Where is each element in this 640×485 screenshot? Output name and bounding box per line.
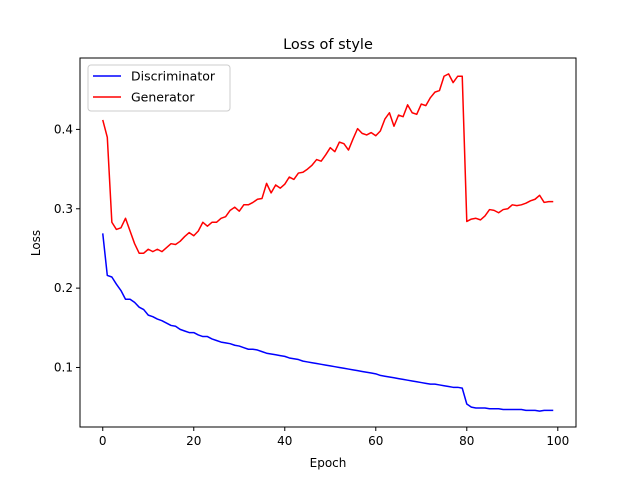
x-tick-label: 40 [277, 434, 292, 448]
x-axis-label: Epoch [310, 456, 347, 470]
y-tick-label: 0.4 [54, 122, 73, 136]
legend-box [87, 64, 231, 112]
y-axis-label: Loss [29, 230, 43, 256]
legend-label-generator: Generator [131, 90, 195, 105]
series-line-generator [102, 73, 554, 254]
legend: Discriminator Generator [87, 64, 231, 112]
x-tick-label: 0 [99, 434, 107, 448]
x-tick-label: 100 [546, 434, 569, 448]
x-tick-label: 20 [186, 434, 201, 448]
plot-frame [79, 57, 577, 428]
y-axis: 0.1 0.2 0.3 0.4 [54, 122, 80, 374]
series-line-discriminator [102, 233, 554, 412]
y-tick-label: 0.3 [54, 202, 73, 216]
x-axis: 0 20 40 60 80 100 [99, 427, 569, 448]
legend-label-discriminator: Discriminator [131, 69, 216, 84]
x-tick-label: 80 [459, 434, 474, 448]
x-tick-label: 60 [368, 434, 383, 448]
chart-title: Loss of style [283, 37, 373, 53]
y-tick-label: 0.1 [54, 360, 73, 374]
plot-area [102, 73, 554, 412]
y-tick-label: 0.2 [54, 281, 73, 295]
